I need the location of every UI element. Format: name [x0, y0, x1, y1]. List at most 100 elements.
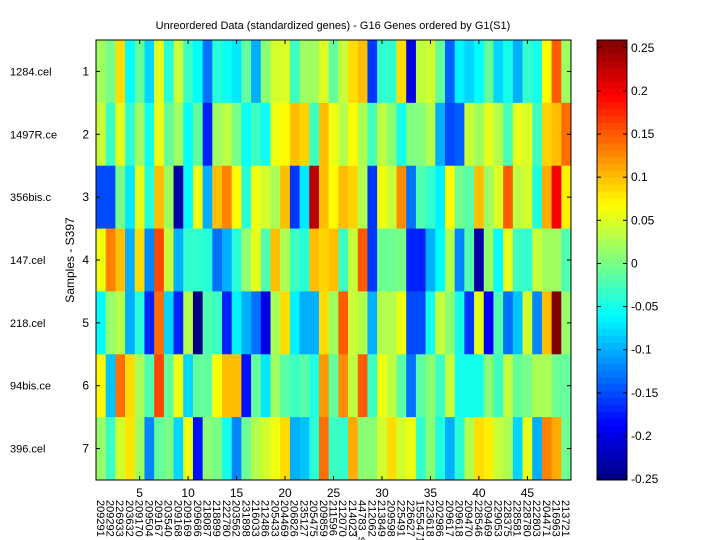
heatmap-cell	[173, 165, 184, 230]
heatmap-cell	[338, 165, 349, 230]
colorbar-segment	[597, 101, 627, 110]
gene-label: 211596	[327, 500, 339, 536]
colorbar-segment	[597, 425, 627, 433]
heatmap-cell	[251, 417, 262, 481]
heatmap-cell	[532, 165, 543, 230]
heatmap-cell	[251, 40, 262, 104]
gene-label: 214023	[346, 500, 358, 537]
heatmap-cell	[396, 354, 407, 418]
heatmap-cell	[163, 291, 175, 355]
x-tick-label: 5	[136, 486, 143, 500]
heatmap-cell	[163, 165, 175, 230]
gene-label: 203562	[230, 500, 242, 537]
colorbar-segment	[597, 198, 627, 206]
heatmap-cell	[115, 40, 126, 104]
heatmap-cell	[541, 417, 553, 481]
colorbar-segment	[597, 211, 627, 220]
gene-label: 209686	[191, 500, 203, 537]
heatmap-cell	[96, 291, 107, 355]
heatmap-cell	[183, 165, 194, 230]
heatmap-cell	[96, 354, 107, 418]
heatmap-cell	[357, 102, 368, 167]
colorbar-segment	[597, 260, 627, 268]
colorbar-tick-label: 0.15	[631, 127, 655, 141]
gene-label: 209618	[453, 500, 465, 537]
heatmap-cell	[134, 40, 145, 104]
colorbar-segment	[597, 315, 627, 323]
heatmap-cell	[270, 291, 281, 355]
colorbar-segment	[597, 273, 627, 282]
y-tick-label: 3	[82, 190, 89, 204]
gene-label: 202986	[433, 500, 445, 537]
colorbar-segment	[597, 184, 627, 192]
heatmap-cell	[493, 40, 504, 104]
heatmap-cell	[309, 102, 320, 167]
heatmap-cell	[115, 165, 126, 230]
heatmap-cell	[125, 165, 136, 230]
gene-label: 228780	[520, 500, 532, 537]
heatmap-cell	[348, 354, 359, 418]
heatmap-cell	[357, 40, 368, 104]
heatmap-cell	[464, 40, 475, 104]
gene-label: 212062	[365, 500, 377, 537]
heatmap-cell	[105, 165, 116, 230]
heatmap-cell	[280, 417, 291, 481]
heatmap-cell	[309, 40, 320, 104]
heatmap-cell	[435, 228, 446, 292]
colorbar-segment	[597, 404, 627, 412]
heatmap-cell	[202, 417, 213, 481]
gene-label: 228581	[511, 500, 523, 537]
colorbar-tick-label: -0.15	[631, 386, 659, 400]
heatmap-cell	[202, 291, 213, 355]
heatmap-cell	[241, 165, 252, 230]
colorbar-segment	[597, 349, 627, 357]
heatmap-cell	[299, 102, 310, 167]
heatmap-cell	[551, 228, 562, 292]
y-axis: 1 2 3 4 5 6 7	[82, 64, 571, 456]
heatmap-cell	[202, 40, 213, 104]
heatmap-cell	[541, 291, 553, 355]
heatmap-cell	[425, 102, 436, 167]
heatmap-cell	[260, 165, 271, 230]
heatmap-cell	[377, 102, 388, 167]
gene-label: 216963	[549, 500, 561, 537]
heatmap-cell	[512, 417, 524, 481]
heatmap-cell	[561, 291, 572, 355]
colorbar-segment	[597, 115, 627, 123]
colorbar-segment	[597, 150, 627, 158]
heatmap-cell	[318, 40, 330, 104]
heatmap-cell	[299, 228, 310, 292]
heatmap-cell	[183, 417, 194, 481]
colorbar-segment	[597, 363, 627, 371]
heatmap-cell	[493, 291, 504, 355]
gene-label: 228546	[472, 500, 484, 537]
heatmap-cell	[444, 165, 456, 230]
heatmap-cell	[357, 417, 368, 481]
heatmap-cell	[212, 228, 223, 292]
heatmap-cell	[435, 291, 446, 355]
y-tick-label: 1	[82, 64, 89, 78]
gene-label: 44783_s	[356, 500, 368, 540]
colorbar-segment	[597, 466, 627, 474]
heatmap-cell	[348, 417, 359, 481]
heatmap-cell	[270, 354, 281, 418]
heatmap-cell	[134, 228, 145, 292]
heatmap-cell	[299, 291, 310, 355]
heatmap-cell	[115, 228, 126, 292]
heatmap-cell	[328, 165, 339, 230]
colorbar-segment	[597, 308, 627, 316]
heatmap-cells	[96, 40, 572, 481]
heatmap-cell	[115, 291, 126, 355]
colorbar-segment	[597, 170, 627, 178]
heatmap-cell	[503, 102, 514, 167]
x-tick-label: 10	[181, 486, 195, 500]
colorbar-segment	[597, 459, 627, 467]
colorbar-segment	[597, 328, 627, 337]
heatmap-cell	[299, 165, 310, 230]
heatmap-cell	[551, 165, 562, 230]
heatmap-cell	[289, 165, 301, 230]
heatmap-cell	[173, 102, 184, 167]
heatmap-cell	[483, 417, 494, 481]
heatmap-cell	[435, 102, 446, 167]
heatmap-cell	[406, 40, 417, 104]
